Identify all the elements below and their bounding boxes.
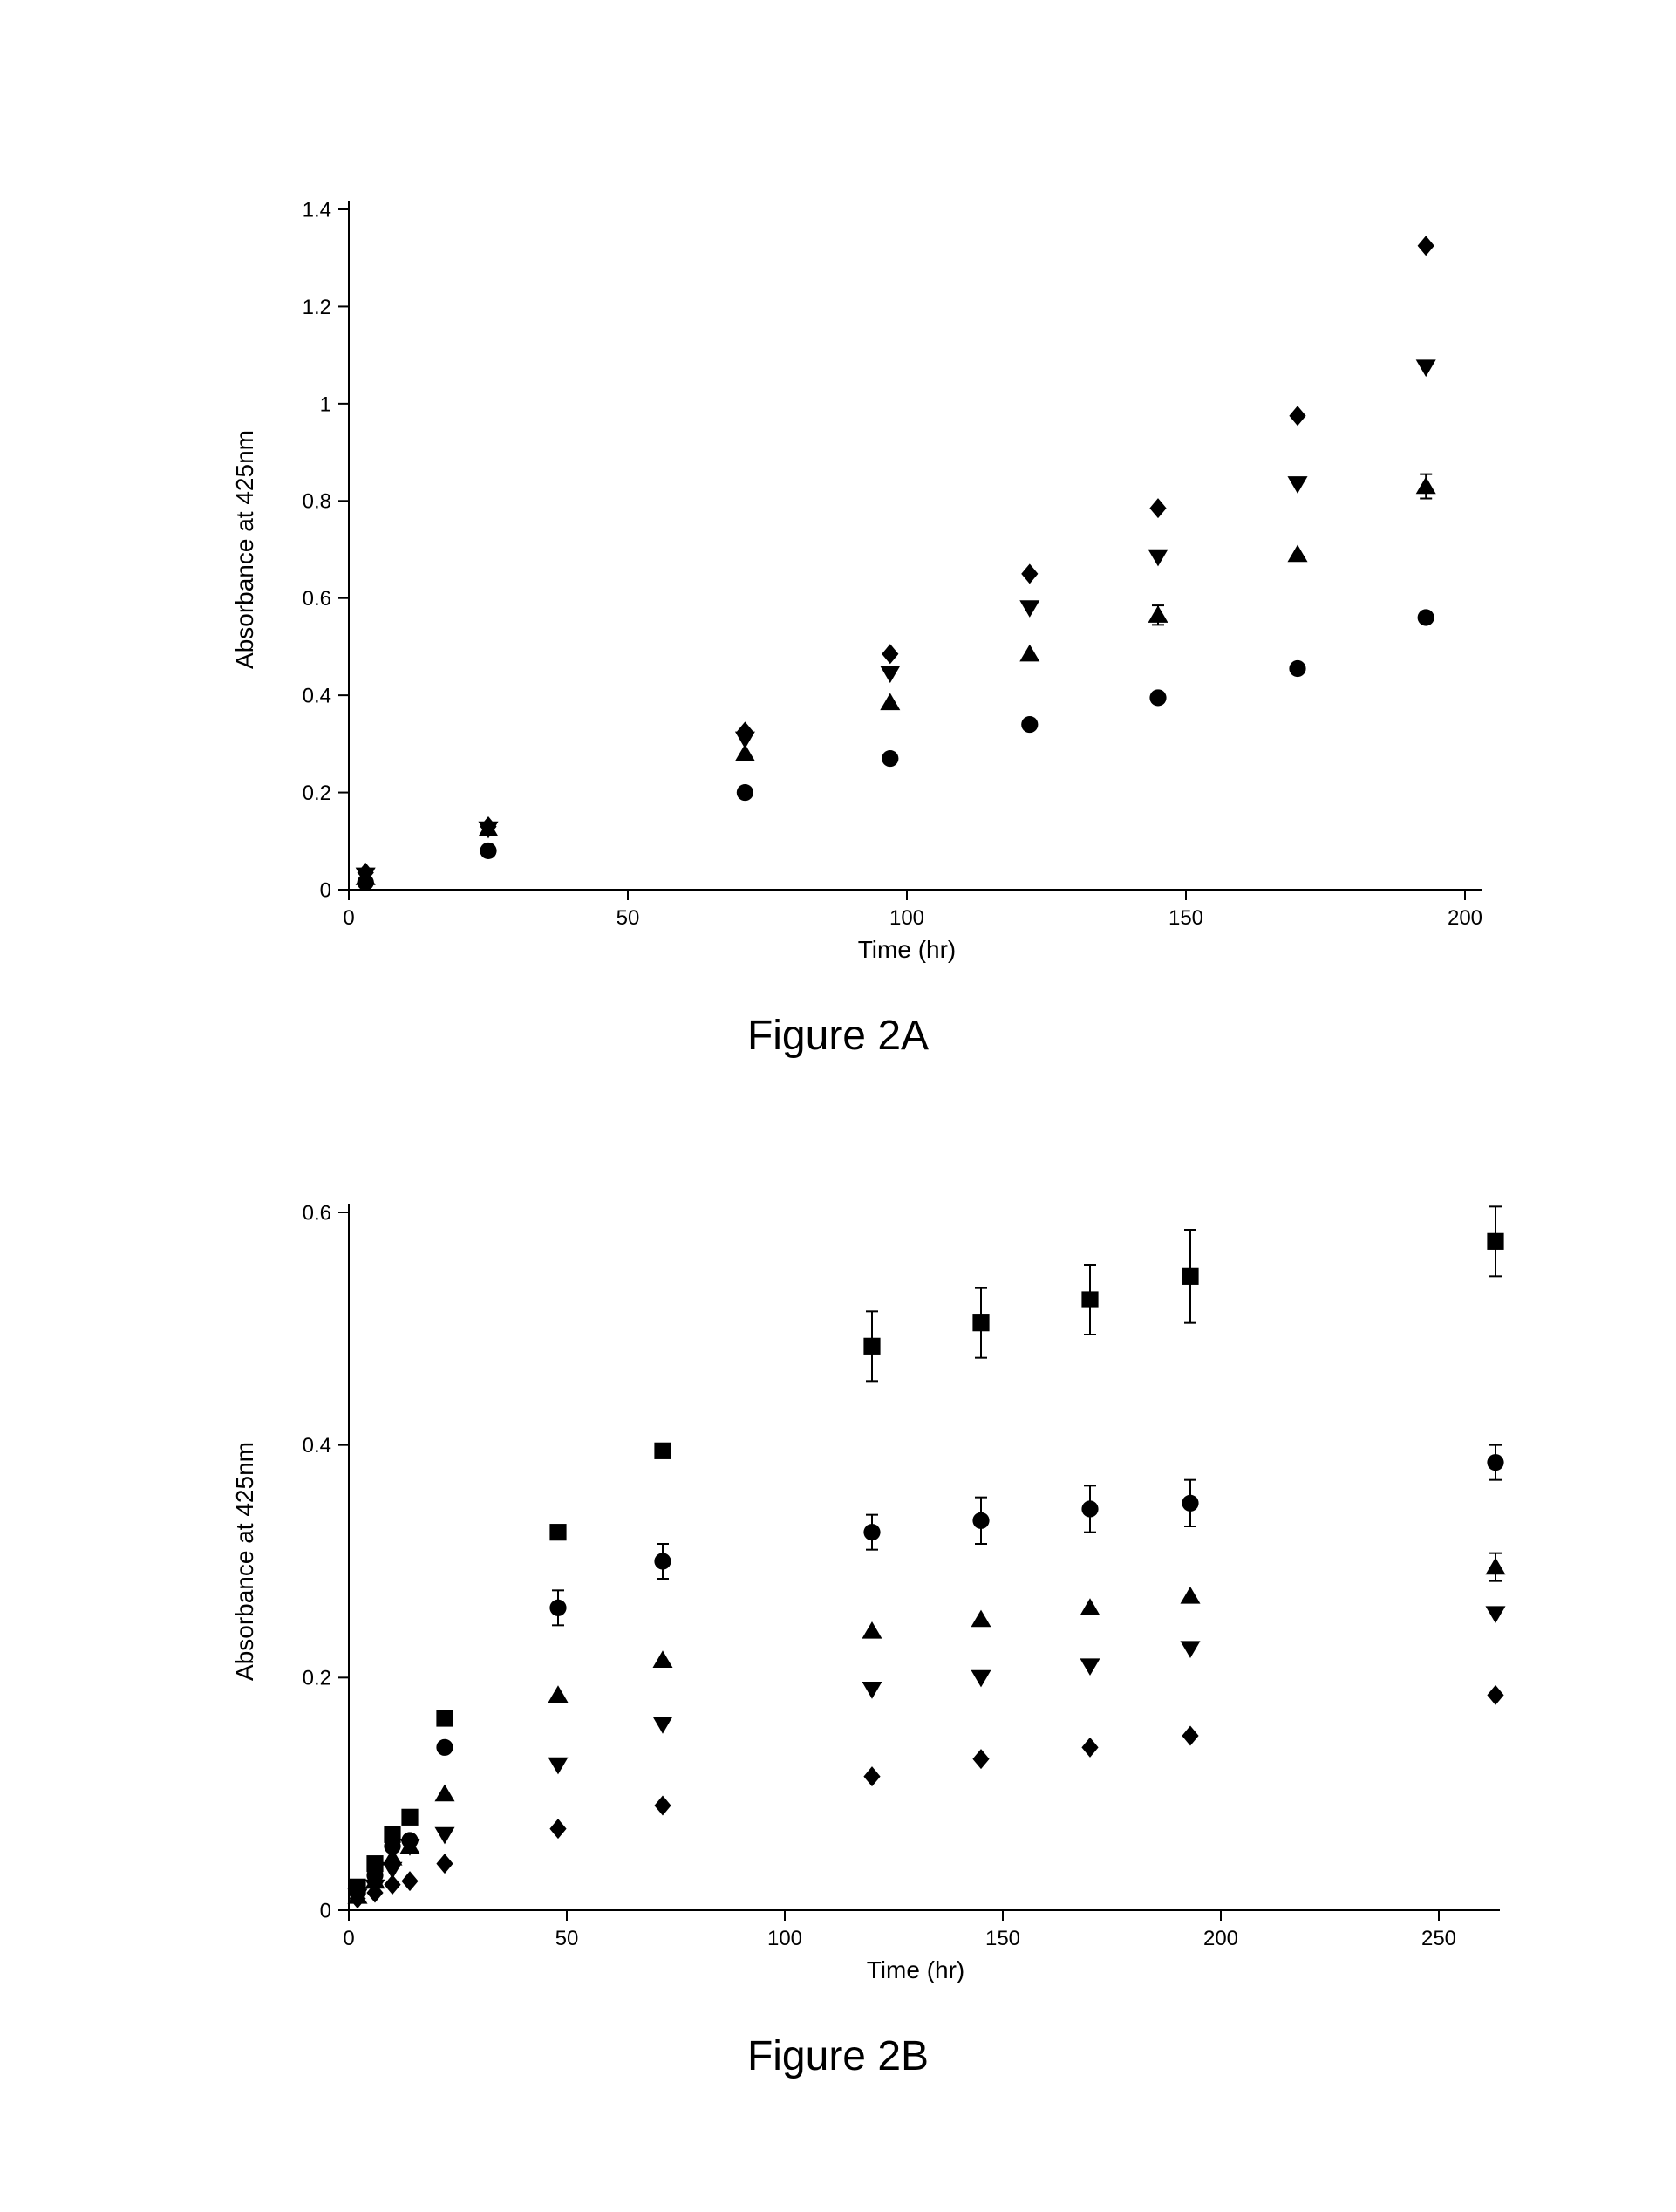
figure-2b-container: 0 0.2 0.4 0.6 0 50 100 150 200 250 Time (hr) Absorb… bbox=[122, 1160, 1552, 1997]
page: 0 0.2 0.4 0.6 0.8 1 1.2 1.4 0 50 100 150 200 Time (hr… bbox=[0, 0, 1676, 2212]
svg-text:0.6: 0.6 bbox=[303, 587, 331, 611]
svg-text:50: 50 bbox=[555, 1927, 579, 1950]
svg-text:0: 0 bbox=[320, 1899, 331, 1922]
figure-2a-caption: Figure 2A bbox=[0, 1012, 1676, 1060]
figure-2a-chart: 0 0.2 0.4 0.6 0.8 1 1.2 1.4 0 50 100 150 200 Time (hr… bbox=[122, 105, 1552, 977]
svg-text:200: 200 bbox=[1448, 906, 1482, 930]
svg-text:0: 0 bbox=[343, 906, 354, 930]
figure-2a-container: 0 0.2 0.4 0.6 0.8 1 1.2 1.4 0 50 100 150 200 Time (hr… bbox=[122, 105, 1552, 977]
svg-text:Absorbance at 425nm: Absorbance at 425nm bbox=[231, 1442, 258, 1681]
svg-text:0.2: 0.2 bbox=[303, 782, 331, 805]
svg-text:100: 100 bbox=[767, 1927, 802, 1950]
svg-text:0.2: 0.2 bbox=[303, 1667, 331, 1690]
svg-text:150: 150 bbox=[985, 1927, 1020, 1950]
svg-text:0.8: 0.8 bbox=[303, 490, 331, 514]
svg-text:100: 100 bbox=[889, 906, 924, 930]
svg-text:Time (hr): Time (hr) bbox=[858, 936, 957, 963]
svg-text:200: 200 bbox=[1203, 1927, 1238, 1950]
figure-2b-caption: Figure 2B bbox=[0, 2032, 1676, 2080]
svg-text:0.6: 0.6 bbox=[303, 1201, 331, 1225]
svg-text:0: 0 bbox=[320, 878, 331, 902]
svg-text:250: 250 bbox=[1421, 1927, 1456, 1950]
svg-text:0: 0 bbox=[343, 1927, 354, 1950]
svg-text:0.4: 0.4 bbox=[303, 1434, 331, 1458]
svg-text:1: 1 bbox=[320, 393, 331, 416]
svg-text:1.4: 1.4 bbox=[303, 198, 331, 222]
svg-text:150: 150 bbox=[1168, 906, 1203, 930]
svg-text:50: 50 bbox=[617, 906, 640, 930]
svg-text:Time (hr): Time (hr) bbox=[867, 1956, 965, 1983]
svg-text:Absorbance at 425nm: Absorbance at 425nm bbox=[231, 430, 258, 669]
svg-text:0.4: 0.4 bbox=[303, 685, 331, 708]
figure-2b-chart: 0 0.2 0.4 0.6 0 50 100 150 200 250 Time (hr) Absorb… bbox=[122, 1160, 1552, 1997]
svg-text:1.2: 1.2 bbox=[303, 296, 331, 319]
